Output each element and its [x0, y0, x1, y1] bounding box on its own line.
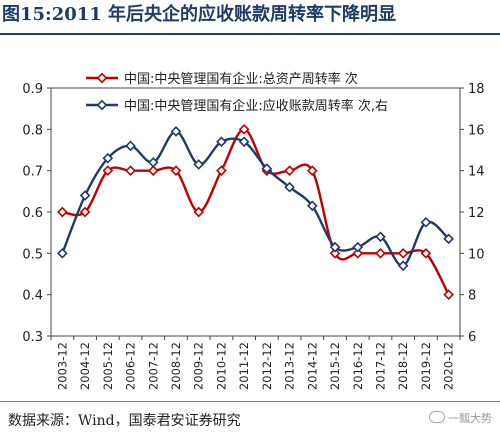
series-1-marker — [79, 206, 91, 218]
series-1-marker — [352, 248, 364, 259]
y-right-tick-label: 14 — [468, 165, 485, 180]
series-1-marker — [170, 165, 182, 176]
series-1-marker — [238, 124, 250, 135]
x-tick-label: 2016-12 — [351, 342, 365, 390]
chart-title: 图15:2011 年后央企的应收账款周转率下降明显 — [2, 4, 397, 25]
watermark: 一瓢大势 — [429, 410, 492, 426]
y-left-tick-label: 0.6 — [22, 206, 43, 221]
y-left-tick-label: 0.9 — [22, 82, 43, 97]
series-2-marker — [216, 136, 227, 148]
series-1-marker — [284, 165, 295, 176]
series-2-marker — [170, 126, 182, 137]
series-2-marker — [375, 231, 386, 243]
x-tick-label: 2006-12 — [124, 342, 138, 390]
series-2-line — [61, 130, 450, 267]
legend-2-label: 中国:中央管理国有企业:应收账款周转率 次,右 — [124, 98, 388, 114]
data-source: 数据来源：Wind，国泰君安证券研究 — [8, 413, 241, 429]
series-2-marker — [329, 241, 341, 253]
series-1-marker — [375, 248, 386, 259]
x-tick-label: 2015-12 — [328, 342, 342, 390]
x-tick-label: 2011-12 — [237, 342, 251, 390]
y-right-tick-label: 6 — [468, 330, 476, 345]
series-1-marker — [193, 206, 205, 218]
y-right-tick-label: 16 — [468, 123, 485, 138]
legend-2-marker — [96, 99, 108, 111]
legend-1-label: 中国:中央管理国有企业:总资产周转率 次 — [124, 71, 358, 87]
series-2-marker — [397, 260, 409, 272]
y-right-tick-label: 10 — [468, 247, 485, 262]
series-2-marker — [193, 159, 205, 170]
series-2-marker — [420, 217, 432, 228]
series-2-marker — [443, 233, 454, 245]
y-right-tick-label: 18 — [468, 82, 485, 97]
series-2-marker — [102, 152, 114, 164]
y-left-tick-label: 0.3 — [22, 330, 43, 345]
x-tick-label: 2020-12 — [442, 342, 456, 390]
wechat-icon — [429, 411, 445, 423]
y-right-tick-label: 12 — [468, 206, 485, 221]
x-tick-label: 2003-12 — [55, 342, 69, 390]
series-1-marker — [216, 165, 227, 176]
title-divider — [0, 33, 500, 35]
series-1-marker — [57, 206, 68, 218]
series-2-marker — [261, 163, 273, 174]
y-left-tick-label: 0.4 — [22, 289, 43, 304]
series-2-marker — [284, 181, 295, 193]
series-2-marker — [238, 136, 250, 148]
series-2-marker — [147, 157, 159, 168]
series-1-marker — [125, 165, 136, 176]
series-1-marker — [420, 248, 432, 259]
series-1-marker — [443, 289, 454, 300]
x-tick-label: 2017-12 — [373, 342, 387, 390]
series-1-marker — [147, 165, 159, 176]
watermark-text: 一瓢大势 — [448, 412, 492, 425]
series-2-marker — [352, 241, 364, 253]
y-left-tick-label: 0.5 — [22, 247, 43, 262]
x-tick-label: 2019-12 — [419, 342, 433, 390]
legend-1-marker — [96, 72, 108, 84]
source-divider — [0, 401, 500, 402]
x-tick-label: 2007-12 — [146, 342, 160, 390]
series-1-marker — [329, 248, 341, 259]
series-1-marker — [306, 165, 318, 176]
x-tick-label: 2010-12 — [214, 342, 228, 390]
series-2-marker — [79, 190, 91, 201]
series-1-marker — [397, 248, 409, 259]
x-tick-label: 2014-12 — [305, 342, 319, 390]
series-2-marker — [306, 200, 318, 212]
series-2-marker — [57, 248, 68, 259]
x-tick-label: 2004-12 — [78, 342, 92, 390]
plot-frame — [50, 87, 461, 337]
y-left-tick-label: 0.7 — [22, 165, 43, 180]
x-tick-label: 2013-12 — [283, 342, 297, 390]
line-chart: 0.3 0.4 0.5 0.6 0.7 0.8 0.9 6 8 10 12 14 16 18 2003-12… — [22, 71, 485, 390]
series-1-marker — [102, 165, 114, 176]
x-tick-label: 2009-12 — [192, 342, 206, 390]
y-left-tick-label: 0.8 — [22, 123, 43, 138]
y-right-tick-label: 8 — [468, 289, 476, 304]
x-tick-label: 2005-12 — [101, 342, 115, 390]
x-tick-label: 2018-12 — [396, 342, 410, 390]
chart-area: 0.3 0.4 0.5 0.6 0.7 0.8 0.9 6 8 10 12 14 16 18 2003-12… — [0, 38, 500, 400]
series-2-marker — [125, 140, 136, 152]
x-tick-label: 2008-12 — [169, 342, 183, 390]
x-tick-label: 2012-12 — [260, 342, 274, 390]
